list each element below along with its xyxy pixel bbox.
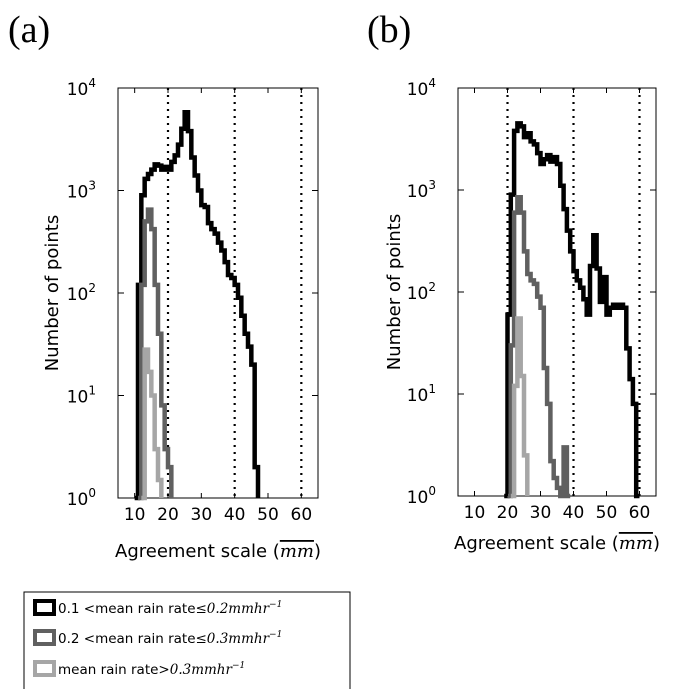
- x-tick-label: 20: [157, 505, 179, 525]
- panel-label-a: (a): [8, 9, 50, 51]
- legend-frame: [23, 591, 351, 689]
- legend: 0.1 <mean rain rate≤0.2mmhr−1 0.2 <mean …: [23, 591, 351, 689]
- x-tick-label: 60: [291, 505, 313, 525]
- y-axis-label-a: Number of points: [42, 215, 63, 371]
- series-line: [134, 109, 261, 501]
- x-tick-label: 40: [563, 503, 585, 523]
- plot-frame-a: [117, 87, 319, 499]
- reference-lines-b: [506, 88, 641, 496]
- y-tick-label: 101: [67, 384, 96, 408]
- x-axis-label-b: Agreement scale (mm): [454, 533, 660, 554]
- series-line: [138, 207, 174, 501]
- series-line: [504, 121, 640, 499]
- legend-entry-text: 0.2 <mean rain rate≤0.3mmhr−1: [58, 630, 282, 647]
- legend-entry-text: mean rain rate>0.3mmhr−1: [58, 661, 245, 678]
- y-tick-label: 100: [67, 486, 96, 510]
- x-ticks-b: 10 20 30 40 50 60: [464, 88, 651, 523]
- y-tick-label: 103: [67, 179, 96, 203]
- x-tick-label: 30: [530, 503, 552, 523]
- y-tick-label: 102: [407, 280, 436, 304]
- x-ticks-a: 10 20 30 40 50 60: [124, 88, 312, 525]
- y-tick-label: 104: [67, 76, 96, 100]
- panel-label-b: (b): [367, 9, 411, 51]
- series-layer-b: [504, 121, 640, 499]
- y-tick-label: 102: [67, 281, 96, 305]
- reference-lines-a: [166, 88, 303, 498]
- legend-entry-text: 0.1 <mean rain rate≤0.2mmhr−1: [58, 600, 282, 617]
- panel-a: (a) 10 20 30 40 50 60 100 101 102 103 104 Number …: [8, 9, 321, 562]
- legend-entry: mean rain rate>0.3mmhr−1: [33, 660, 245, 678]
- series-line: [507, 194, 571, 499]
- legend-swatch: [33, 660, 56, 677]
- legend-swatch: [33, 599, 56, 616]
- y-tick-label: 103: [407, 178, 436, 202]
- plot-frame-b: [457, 87, 657, 497]
- x-tick-label: 40: [224, 505, 246, 525]
- y-tick-label: 100: [407, 484, 436, 508]
- panel-b: (b) 10 20 30 40 50 60 100 101 102 103 104 Number …: [367, 9, 660, 554]
- legend-entry: 0.2 <mean rain rate≤0.3mmhr−1: [33, 629, 282, 647]
- x-axis-label-a: Agreement scale (mm): [115, 541, 321, 562]
- series-layer-a: [134, 109, 261, 501]
- series-line: [510, 316, 530, 499]
- legend-entry: 0.1 <mean rain rate≤0.2mmhr−1: [33, 599, 282, 617]
- x-tick-label: 20: [497, 503, 519, 523]
- x-tick-label: 60: [629, 503, 651, 523]
- series-line: [141, 347, 164, 501]
- x-tick-label: 30: [191, 505, 213, 525]
- x-tick-label: 10: [124, 505, 146, 525]
- x-tick-label: 10: [464, 503, 486, 523]
- y-tick-label: 101: [407, 382, 436, 406]
- x-tick-label: 50: [257, 505, 279, 525]
- legend-swatch: [33, 629, 56, 646]
- y-axis-label-b: Number of points: [384, 214, 405, 370]
- y-tick-label: 104: [407, 76, 436, 100]
- x-tick-label: 50: [596, 503, 618, 523]
